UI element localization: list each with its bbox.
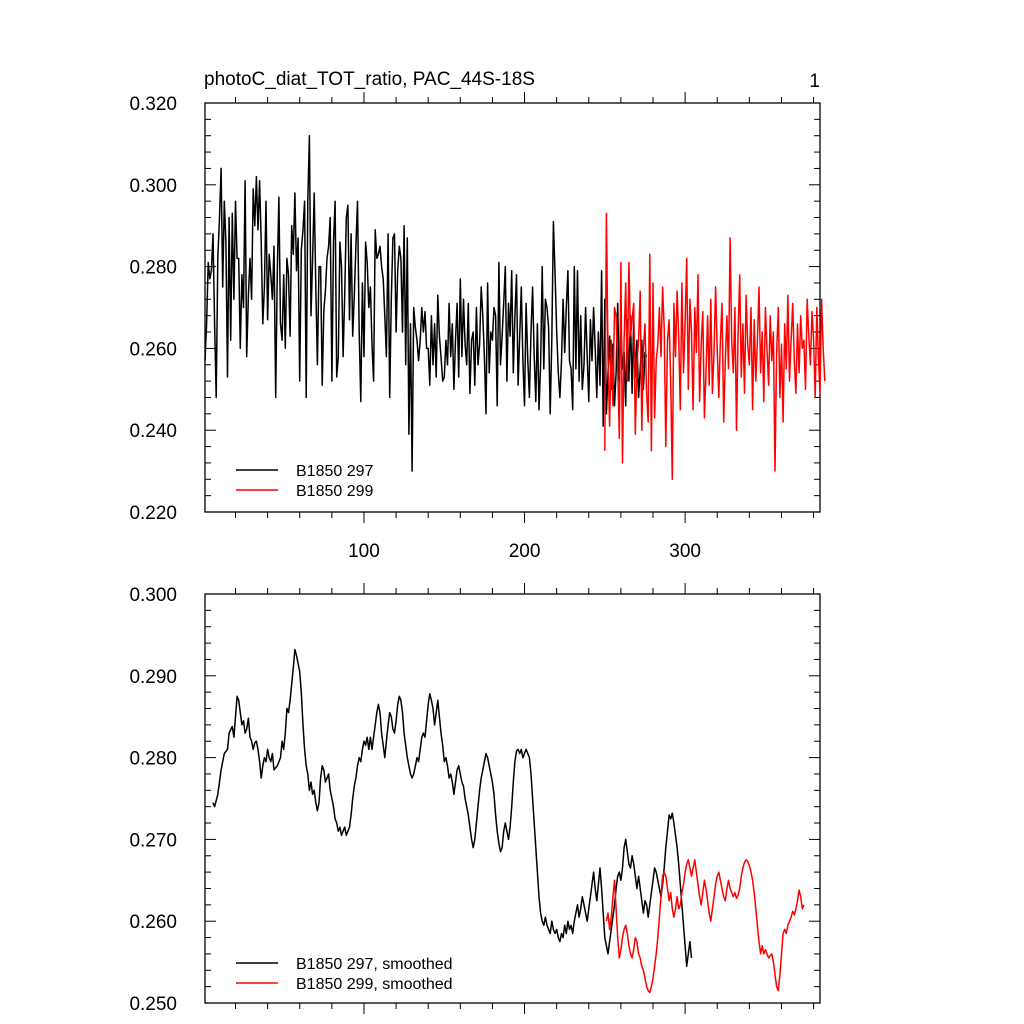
y-tick-label: 0.260 xyxy=(129,339,177,360)
figure-title: photoC_diat_TOT_ratio, PAC_44S-18S xyxy=(204,69,535,90)
y-tick-label: 0.260 xyxy=(129,912,177,933)
y-tick-label: 0.280 xyxy=(129,749,177,770)
series-line-2 xyxy=(605,859,805,994)
legend-label: B1850 299, smoothed xyxy=(296,976,453,993)
y-tick-label: 0.240 xyxy=(129,421,177,442)
series-line-2 xyxy=(604,212,826,481)
y-tick-label: 0.320 xyxy=(129,94,177,115)
legend-label: B1850 297 xyxy=(296,463,374,480)
x-tick-label: 300 xyxy=(669,541,701,562)
series-line-1 xyxy=(204,134,648,472)
legend-label: B1850 297, smoothed xyxy=(296,956,453,973)
legend-label: B1850 299 xyxy=(296,483,374,500)
y-tick-label: 0.300 xyxy=(129,585,177,606)
panel-number: 1 xyxy=(809,71,820,92)
plot-frame xyxy=(204,593,821,1004)
x-tick-label: 100 xyxy=(348,541,380,562)
bottom-panel: 0.250 0.260 0.270 0.280 0.290 0.300 B1850 297,… xyxy=(129,583,821,1015)
series-line-1 xyxy=(212,648,693,967)
y-tick-label: 0.250 xyxy=(129,994,177,1015)
y-tick-label: 0.300 xyxy=(129,176,177,197)
x-tick-label: 200 xyxy=(509,541,541,562)
y-tick-label: 0.280 xyxy=(129,258,177,279)
y-tick-label: 0.290 xyxy=(129,667,177,688)
top-panel: 0.220 0.240 0.260 0.280 0.300 0.320 100 200 300 B… xyxy=(129,92,826,562)
y-tick-label: 0.220 xyxy=(129,503,177,524)
plot-frame xyxy=(204,102,821,513)
y-tick-label: 0.270 xyxy=(129,830,177,851)
